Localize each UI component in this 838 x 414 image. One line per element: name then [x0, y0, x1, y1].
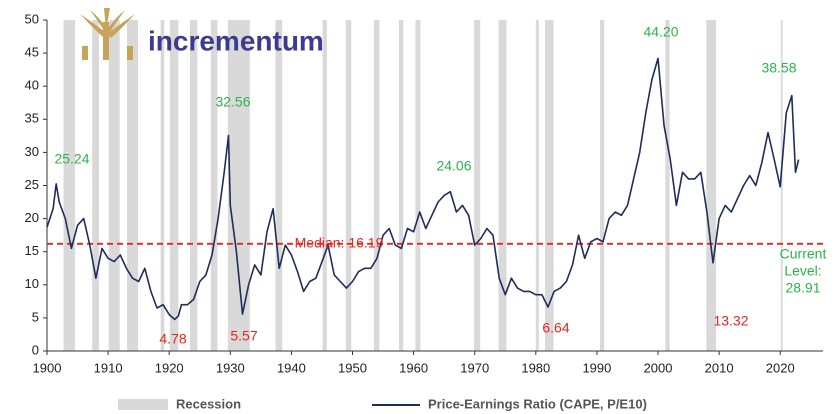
- y-tick-label: 0: [32, 342, 39, 357]
- recession-band: [544, 20, 554, 351]
- recession-band: [169, 20, 179, 351]
- annotation: 38.58: [761, 60, 796, 76]
- y-tick-label: 25: [25, 177, 39, 192]
- recession-band: [474, 20, 481, 351]
- recession-band: [498, 20, 507, 351]
- recession-band: [535, 20, 539, 351]
- recession-band: [108, 20, 120, 351]
- annotation: 24.06: [436, 158, 471, 174]
- recession-band: [127, 20, 139, 351]
- recession-band: [706, 20, 717, 351]
- x-tick-label: 1940: [277, 360, 306, 375]
- recession-band: [665, 20, 670, 351]
- recession-band: [373, 20, 380, 351]
- y-tick-label: 15: [25, 243, 39, 258]
- cape-line: [46, 57, 800, 321]
- recession-band: [92, 20, 99, 351]
- x-tick-label: 1970: [460, 360, 489, 375]
- annotation: 13.32: [713, 313, 748, 329]
- x-tick-label: 1980: [521, 360, 550, 375]
- recession-band: [780, 20, 783, 351]
- annotation: 6.64: [542, 320, 569, 336]
- recession-band: [345, 20, 352, 351]
- x-tick-label: 1910: [94, 360, 123, 375]
- annotation: 4.78: [159, 331, 186, 347]
- x-tick-label: 2010: [705, 360, 734, 375]
- x-tick-label: 1950: [338, 360, 367, 375]
- annotation: 32.56: [215, 94, 250, 110]
- legend-label: Recession: [176, 396, 241, 411]
- annotation: Level:: [784, 263, 821, 279]
- y-tick-label: 50: [25, 11, 39, 26]
- recession-band: [227, 20, 250, 351]
- y-tick-label: 40: [25, 78, 39, 93]
- x-tick-label: 1930: [216, 360, 245, 375]
- recession-band: [398, 20, 404, 351]
- recession-band: [322, 20, 327, 351]
- x-tick-label: 2000: [644, 360, 673, 375]
- recession-band: [160, 20, 165, 351]
- annotation: 5.57: [230, 328, 257, 344]
- annotation: 28.91: [785, 280, 820, 296]
- recession-band: [415, 20, 421, 351]
- x-tick-label: 1920: [155, 360, 184, 375]
- y-tick-label: 20: [25, 210, 39, 225]
- annotation: 44.20: [643, 24, 678, 40]
- recession-band: [275, 20, 283, 351]
- y-tick-label: 35: [25, 111, 39, 126]
- y-tick-label: 5: [32, 309, 39, 324]
- recession-band: [189, 20, 198, 351]
- logo-icon: [80, 8, 135, 60]
- x-tick-label: 2020: [766, 360, 795, 375]
- y-tick-label: 30: [25, 144, 39, 159]
- y-tick-label: 45: [25, 45, 39, 60]
- x-tick-label: 1960: [399, 360, 428, 375]
- annotation: Median: 16.19: [295, 235, 384, 251]
- annotation: 25.24: [54, 151, 89, 167]
- annotation: Current: [780, 246, 827, 262]
- y-tick-label: 10: [25, 276, 39, 291]
- recession-band: [599, 20, 605, 351]
- x-tick-label: 1990: [582, 360, 611, 375]
- x-tick-label: 1900: [33, 360, 62, 375]
- legend-label: Price-Earnings Ratio (CAPE, P/E10): [428, 396, 647, 411]
- recession-band: [210, 20, 218, 351]
- brand: incrementum: [148, 25, 324, 56]
- recession-band: [63, 20, 76, 351]
- legend-swatch: [118, 399, 168, 410]
